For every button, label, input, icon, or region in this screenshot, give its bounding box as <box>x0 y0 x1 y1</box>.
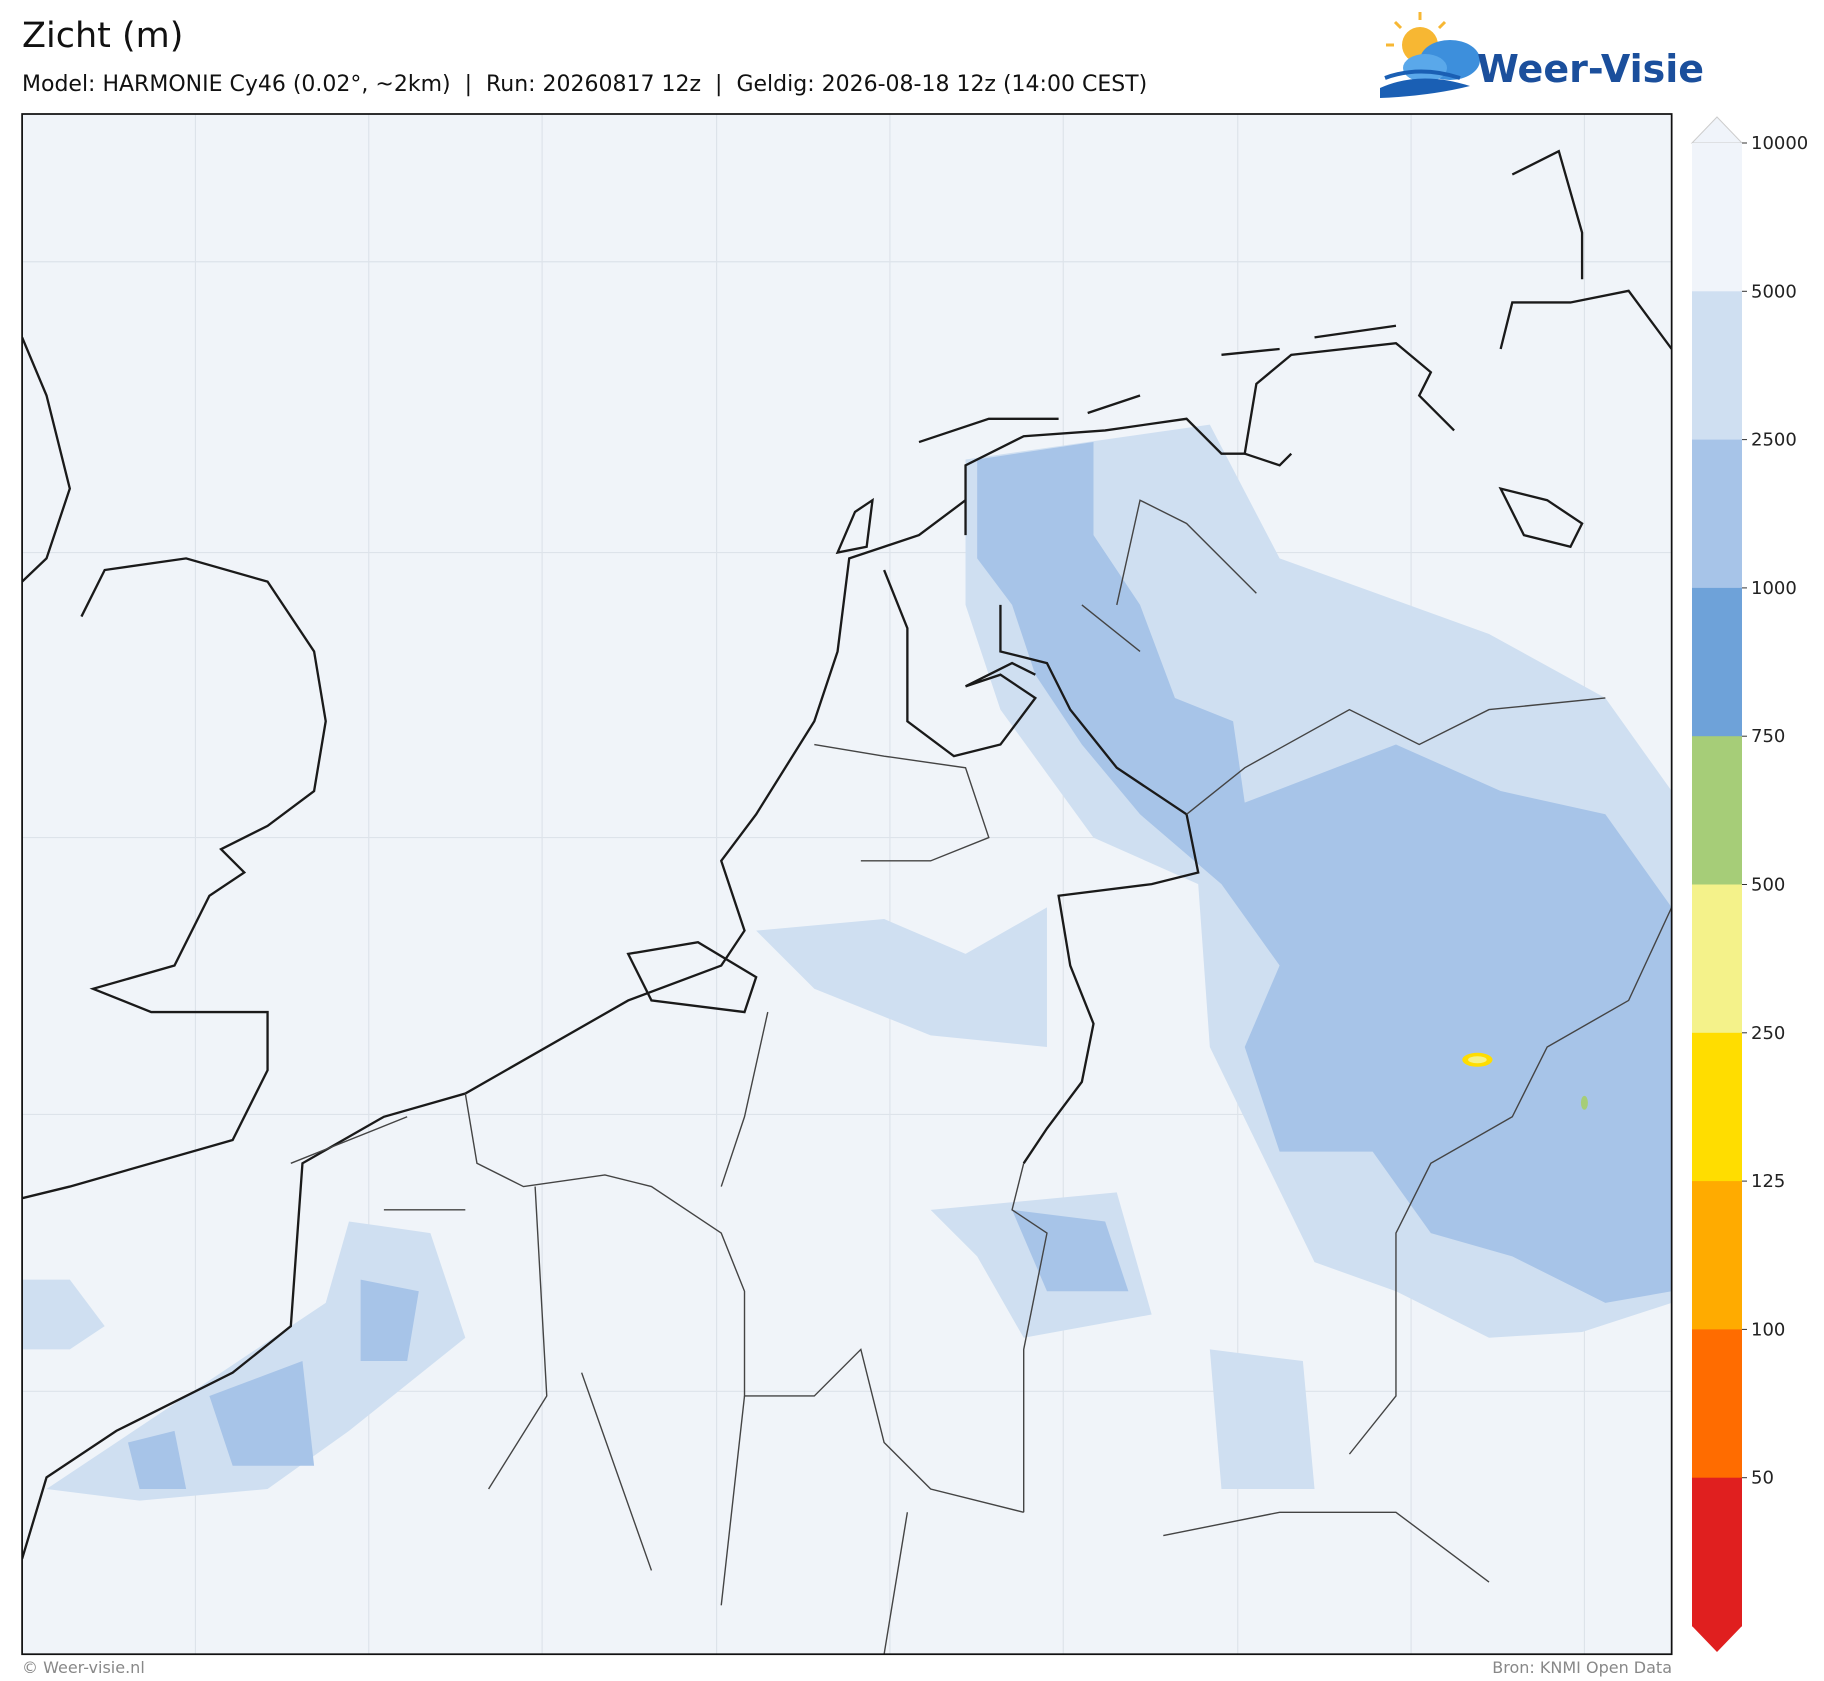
logo: Weer-Visie <box>1380 12 1704 98</box>
colorbar-tick-label: 125 <box>1751 1171 1785 1192</box>
coastlines <box>22 149 1672 1560</box>
colorbar-tick-label: 500 <box>1751 875 1785 896</box>
title: Zicht (m) <box>22 16 183 56</box>
colorbar-segment <box>1692 1181 1742 1330</box>
colorbar: 10000 5000 2500 1000 750 500 250 125 100 50 <box>1690 116 1808 1652</box>
footer-right: Bron: KNMI Open Data <box>1492 1658 1672 1677</box>
colorbar-segment <box>1692 439 1742 589</box>
colorbar-tick-label: 100 <box>1751 1319 1785 1340</box>
colorbar-segment <box>1692 291 1742 441</box>
colorbar-tick-label: 5000 <box>1751 281 1797 302</box>
colorbar-tick-label: 50 <box>1751 1468 1774 1489</box>
colorbar-segment <box>1692 143 1742 292</box>
borders <box>290 499 1672 1655</box>
colorbar-tick-label: 250 <box>1751 1023 1785 1044</box>
colorbar-segment <box>1692 736 1742 885</box>
colorbar-segment <box>1692 1477 1742 1627</box>
colorbar-segment <box>1692 884 1742 1034</box>
colorbar-segment <box>1692 1032 1742 1182</box>
colorbar-tick-label: 2500 <box>1751 430 1797 451</box>
colorbar-top-extension <box>1690 116 1744 144</box>
colorbar-tick-label: 1000 <box>1751 578 1797 599</box>
colorbar-segment <box>1692 1329 1742 1479</box>
colorbar-bottom-extension <box>1692 1626 1742 1652</box>
visibility-field <box>22 424 1672 1501</box>
logo-text: Weer-Visie <box>1477 47 1704 91</box>
map <box>21 113 1673 1656</box>
footer-left: © Weer-visie.nl <box>22 1658 145 1677</box>
colorbar-tick-label: 750 <box>1751 726 1785 747</box>
colorbar-segment <box>1692 587 1742 737</box>
colorbar-tick-label: 10000 <box>1751 133 1808 154</box>
subtitle: Model: HARMONIE Cy46 (0.02°, ~2km) | Run… <box>22 72 1147 97</box>
